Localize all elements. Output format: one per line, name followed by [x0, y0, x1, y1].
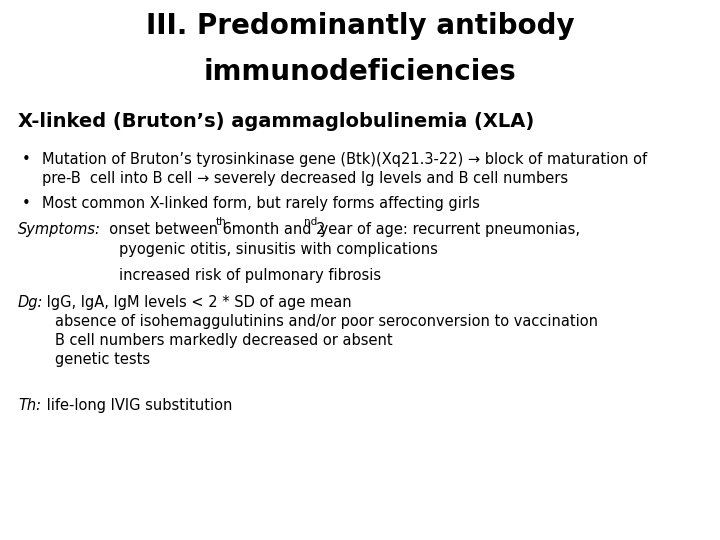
Text: th: th: [216, 217, 227, 227]
Text: Most common X-linked form, but rarely forms affecting girls: Most common X-linked form, but rarely fo…: [42, 196, 480, 211]
Text: genetic tests: genetic tests: [55, 352, 150, 367]
Text: Th:: Th:: [18, 398, 41, 413]
Text: pyogenic otitis, sinusitis with complications: pyogenic otitis, sinusitis with complica…: [119, 242, 438, 257]
Text: nd: nd: [304, 217, 318, 227]
Text: Symptoms:: Symptoms:: [18, 222, 101, 237]
Text: month and 2: month and 2: [227, 222, 325, 237]
Text: Mutation of Bruton’s tyrosinkinase gene (Btk)(Xq21.3-22) → block of maturation o: Mutation of Bruton’s tyrosinkinase gene …: [42, 152, 647, 167]
Text: year of age: recurrent pneumonias,: year of age: recurrent pneumonias,: [315, 222, 580, 237]
Text: III. Predominantly antibody: III. Predominantly antibody: [145, 12, 575, 40]
Text: •: •: [22, 196, 31, 211]
Text: B cell numbers markedly decreased or absent: B cell numbers markedly decreased or abs…: [55, 333, 392, 348]
Text: Dg:: Dg:: [18, 295, 43, 310]
Text: onset between 6: onset between 6: [100, 222, 232, 237]
Text: absence of isohemaggulutinins and/or poor seroconversion to vaccination: absence of isohemaggulutinins and/or poo…: [55, 314, 598, 329]
Text: IgG, IgA, IgM levels < 2 * SD of age mean: IgG, IgA, IgM levels < 2 * SD of age mea…: [42, 295, 351, 310]
Text: immunodeficiencies: immunodeficiencies: [204, 58, 516, 86]
Text: X-linked (Bruton’s) agammaglobulinemia (XLA): X-linked (Bruton’s) agammaglobulinemia (…: [18, 112, 534, 131]
Text: pre-B  cell into B cell → severely decreased Ig levels and B cell numbers: pre-B cell into B cell → severely decrea…: [42, 171, 568, 186]
Text: •: •: [22, 152, 31, 167]
Text: life-long IVIG substitution: life-long IVIG substitution: [42, 398, 233, 413]
Text: increased risk of pulmonary fibrosis: increased risk of pulmonary fibrosis: [119, 268, 381, 283]
